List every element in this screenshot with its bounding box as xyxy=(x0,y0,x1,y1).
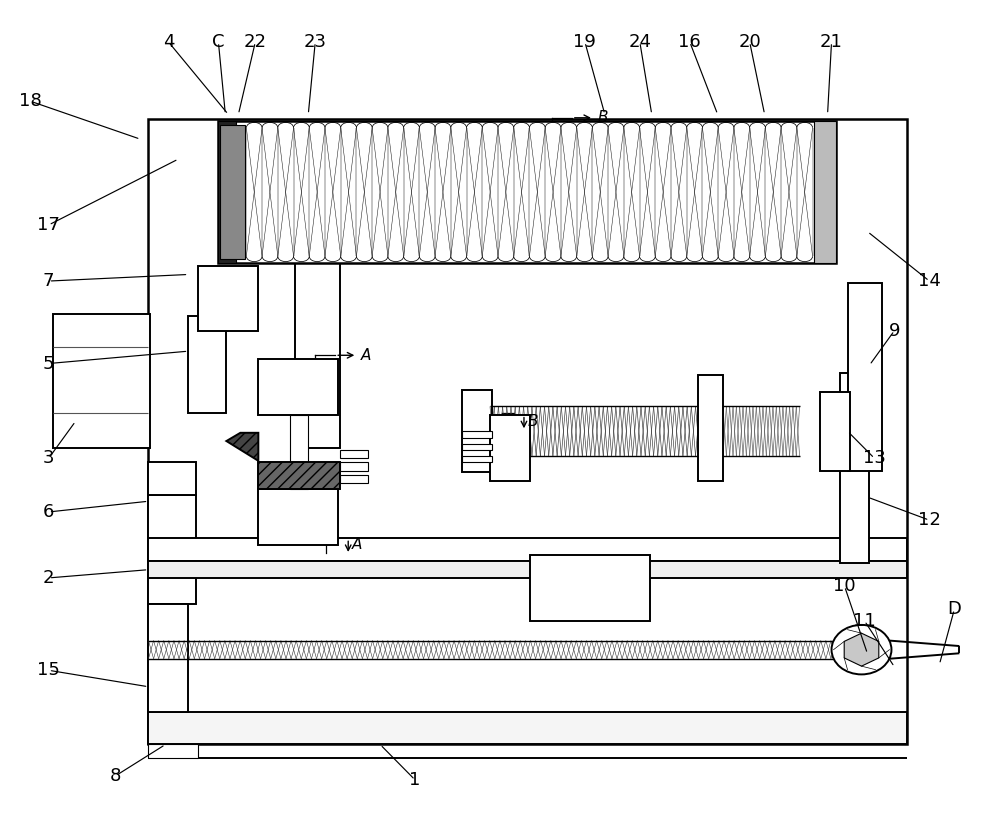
Bar xyxy=(148,120,907,744)
Text: 4: 4 xyxy=(163,33,174,51)
Text: 15: 15 xyxy=(37,662,60,679)
Text: 20: 20 xyxy=(738,33,761,51)
Text: 17: 17 xyxy=(37,216,60,234)
Text: 6: 6 xyxy=(43,503,54,521)
Polygon shape xyxy=(258,463,340,489)
Text: 12: 12 xyxy=(918,511,941,529)
Text: 7: 7 xyxy=(43,272,54,290)
Bar xyxy=(148,539,907,562)
Text: B: B xyxy=(598,111,608,126)
Bar xyxy=(258,358,338,415)
Text: 19: 19 xyxy=(573,33,596,51)
Text: A: A xyxy=(352,538,363,553)
Text: 18: 18 xyxy=(19,93,42,111)
Text: 16: 16 xyxy=(678,33,701,51)
Bar xyxy=(462,431,492,438)
Bar xyxy=(462,390,492,472)
Bar xyxy=(218,121,836,263)
Text: 13: 13 xyxy=(863,449,886,468)
Bar xyxy=(530,555,650,621)
Text: 23: 23 xyxy=(304,33,327,51)
Text: 11: 11 xyxy=(853,612,876,629)
Bar xyxy=(218,121,236,263)
Bar xyxy=(148,711,907,744)
Text: 5: 5 xyxy=(43,354,54,373)
Bar xyxy=(148,496,196,605)
Bar xyxy=(198,266,258,330)
Bar xyxy=(840,373,869,563)
Polygon shape xyxy=(844,634,879,666)
Bar xyxy=(848,282,882,471)
Bar xyxy=(220,126,245,259)
Text: D: D xyxy=(947,601,961,618)
Bar xyxy=(188,316,226,413)
Bar xyxy=(53,314,150,448)
Bar xyxy=(814,121,836,263)
Bar xyxy=(462,456,492,463)
Bar xyxy=(148,562,907,578)
Text: 21: 21 xyxy=(820,33,843,51)
Text: C: C xyxy=(212,33,225,51)
Bar xyxy=(462,444,492,450)
Bar xyxy=(148,463,196,496)
Text: 1: 1 xyxy=(409,771,421,789)
Text: 2: 2 xyxy=(43,569,54,587)
Bar xyxy=(340,463,368,471)
Bar xyxy=(290,415,308,489)
Text: 14: 14 xyxy=(918,272,941,290)
Text: 10: 10 xyxy=(833,577,856,596)
Bar xyxy=(490,415,530,481)
Text: B: B xyxy=(528,414,538,429)
Polygon shape xyxy=(226,433,258,461)
Text: A: A xyxy=(361,348,372,363)
Text: 22: 22 xyxy=(244,33,267,51)
Text: 8: 8 xyxy=(110,767,121,785)
Bar xyxy=(148,744,198,757)
Bar xyxy=(340,450,368,458)
Text: 24: 24 xyxy=(628,33,651,51)
Text: 3: 3 xyxy=(43,449,54,468)
Bar xyxy=(820,392,850,471)
Bar xyxy=(295,263,340,448)
Circle shape xyxy=(832,625,891,674)
Bar xyxy=(340,475,368,483)
Text: 9: 9 xyxy=(889,321,900,339)
Bar xyxy=(148,605,188,711)
Bar xyxy=(698,375,723,481)
Bar xyxy=(258,489,338,545)
